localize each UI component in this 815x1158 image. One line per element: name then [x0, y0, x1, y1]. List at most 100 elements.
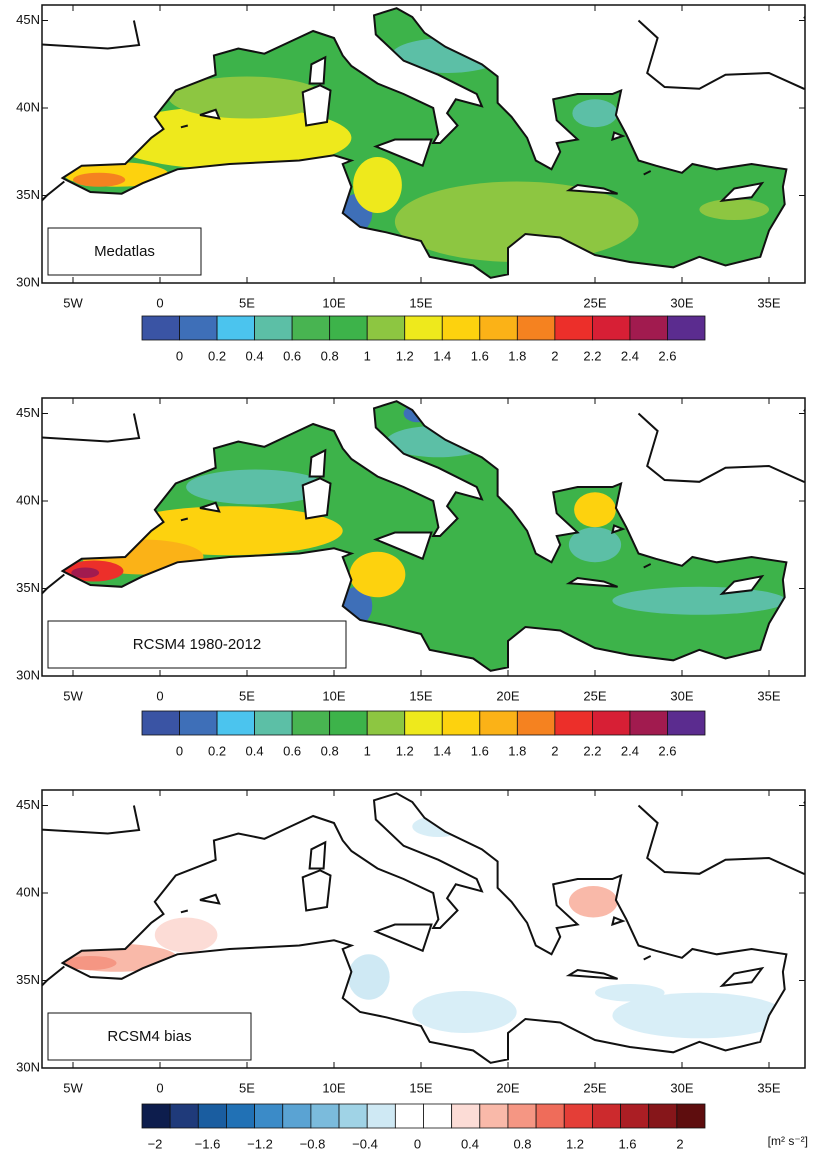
x-tick-label: 30E — [670, 688, 693, 703]
colorbar-label: −0.4 — [352, 1136, 378, 1151]
y-tick-label: 45N — [16, 797, 40, 812]
colorbar-box — [442, 711, 480, 735]
colorbar-label: 0.4 — [246, 348, 264, 363]
colorbar-label: −1.6 — [195, 1136, 221, 1151]
colorbar-label: 0 — [414, 1136, 421, 1151]
x-tick-label: 5W — [63, 688, 83, 703]
colorbar-box — [536, 1104, 564, 1128]
colorbar-box — [592, 1104, 620, 1128]
colorbar-label: 0.2 — [208, 743, 226, 758]
x-tick-label: 25E — [583, 295, 606, 310]
colorbar-label: 1.8 — [508, 743, 526, 758]
panel-label: RCSM4 1980-2012 — [133, 636, 261, 653]
x-tick-label: 35E — [757, 1080, 780, 1095]
coastline — [639, 806, 815, 876]
x-tick-label: 10E — [322, 1080, 345, 1095]
x-tick-label: 5W — [63, 295, 83, 310]
colorbar-box — [405, 316, 443, 340]
field-patch — [348, 954, 390, 1000]
colorbar-label: 1.6 — [471, 743, 489, 758]
y-tick-label: 35N — [16, 972, 40, 987]
colorbar-label: 0.8 — [321, 743, 339, 758]
colorbar-box — [283, 1104, 311, 1128]
colorbar-box — [180, 316, 218, 340]
field-patch — [572, 99, 617, 127]
colorbar-label: −1.2 — [247, 1136, 273, 1151]
colorbar-box — [630, 711, 668, 735]
field-patch — [169, 77, 326, 119]
colorbar-label: 0.6 — [283, 348, 301, 363]
x-tick-label: 0 — [156, 688, 163, 703]
colorbar-box — [142, 316, 180, 340]
colorbar-label: 2.2 — [583, 743, 601, 758]
field-patch — [569, 886, 618, 918]
colorbar-box — [621, 1104, 649, 1128]
field-patch — [574, 492, 616, 527]
field-patch — [612, 587, 786, 615]
y-tick-label: 45N — [16, 405, 40, 420]
y-tick-label: 35N — [16, 187, 40, 202]
colorbar-label: 0.6 — [283, 743, 301, 758]
colorbar-box — [142, 1104, 170, 1128]
colorbar-label: −2 — [148, 1136, 163, 1151]
colorbar-box — [367, 711, 405, 735]
colorbar-box — [142, 711, 180, 735]
colorbar-box — [649, 1104, 677, 1128]
colorbar-box — [405, 711, 443, 735]
colorbar-box — [592, 711, 630, 735]
colorbar-box — [508, 1104, 536, 1128]
colorbar-label: 2 — [551, 743, 558, 758]
colorbar-label: 2 — [551, 348, 558, 363]
colorbar-box — [339, 1104, 367, 1128]
colorbar-label: 2 — [676, 1136, 683, 1151]
colorbar-box — [330, 316, 368, 340]
colorbar-label: 1.2 — [566, 1136, 584, 1151]
colorbar-box — [226, 1104, 254, 1128]
colorbar-label: 0.4 — [246, 743, 264, 758]
island — [303, 870, 331, 910]
colorbar-label: 0.2 — [208, 348, 226, 363]
colorbar-box — [517, 316, 555, 340]
y-tick-label: 40N — [16, 884, 40, 899]
x-tick-label: 5E — [239, 1080, 255, 1095]
colorbar-box — [367, 1104, 395, 1128]
colorbar-label: −0.8 — [300, 1136, 326, 1151]
field-patch — [699, 199, 769, 220]
colorbar-label: 0 — [176, 348, 183, 363]
x-tick-label: 5W — [63, 1080, 83, 1095]
coastline — [639, 414, 815, 484]
colorbar-box — [292, 711, 330, 735]
colorbar-label: 1.6 — [471, 348, 489, 363]
colorbar-label: 0 — [176, 743, 183, 758]
colorbar-label: 1 — [364, 348, 371, 363]
colorbar-box — [255, 1104, 283, 1128]
colorbar-label: 2.4 — [621, 348, 639, 363]
colorbar-label: 1.8 — [508, 348, 526, 363]
colorbar-box — [292, 316, 330, 340]
colorbar-label: 1.2 — [396, 348, 414, 363]
colorbar-box — [330, 711, 368, 735]
colorbar-label: 1 — [364, 743, 371, 758]
y-tick-label: 40N — [16, 492, 40, 507]
field-patch — [353, 157, 402, 213]
x-tick-label: 30E — [670, 295, 693, 310]
colorbar-label: 1.6 — [618, 1136, 636, 1151]
colorbar-box — [395, 1104, 423, 1128]
y-tick-label: 30N — [16, 667, 40, 682]
x-tick-label: 20E — [496, 688, 519, 703]
field-patch — [595, 984, 665, 1002]
colorbar-box — [677, 1104, 705, 1128]
field-patch — [412, 991, 516, 1033]
colorbar-label: 0.4 — [461, 1136, 479, 1151]
colorbar-box — [555, 711, 593, 735]
colorbar-box — [217, 711, 255, 735]
colorbar-box — [198, 1104, 226, 1128]
colorbar-box — [480, 1104, 508, 1128]
colorbar-label: 2.6 — [658, 348, 676, 363]
island — [303, 478, 331, 518]
colorbar-box — [180, 711, 218, 735]
